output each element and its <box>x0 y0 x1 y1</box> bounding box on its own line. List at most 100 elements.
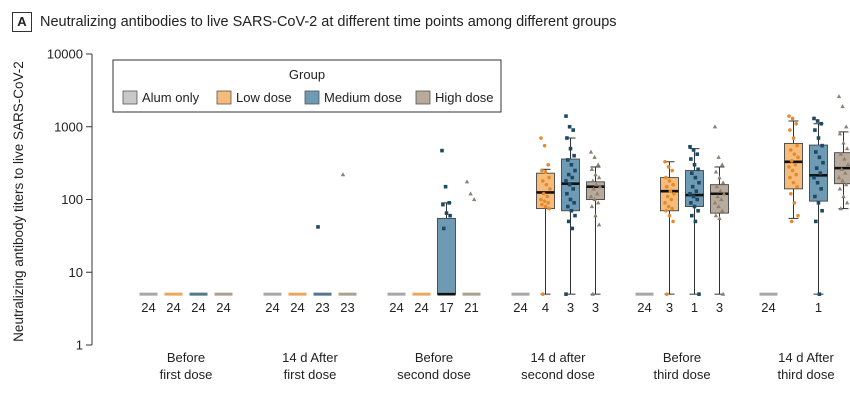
sample-count-label: 4 <box>542 300 549 315</box>
legend-label: High dose <box>435 90 494 105</box>
data-point <box>665 184 669 189</box>
y-tick-label: 10000 <box>47 47 83 62</box>
data-point <box>813 194 817 199</box>
data-point <box>564 292 568 296</box>
data-point <box>590 291 595 296</box>
data-point <box>689 201 693 205</box>
data-point <box>566 158 570 162</box>
data-point <box>814 166 819 170</box>
data-point <box>838 151 843 156</box>
y-tick-label: 1000 <box>54 119 83 134</box>
sample-count-label: 24 <box>637 300 651 315</box>
legend-swatch <box>304 90 320 105</box>
data-point <box>821 160 825 165</box>
legend-title: Group <box>289 67 325 82</box>
data-point <box>546 201 550 205</box>
legend-swatch <box>216 90 232 105</box>
y-tick-label: 10 <box>69 265 83 280</box>
data-point <box>819 187 823 191</box>
data-point <box>543 170 548 174</box>
box-floor-marker <box>288 292 307 296</box>
data-point <box>543 204 548 209</box>
sample-count-label: 24 <box>761 300 775 315</box>
box-floor-marker <box>214 292 233 296</box>
data-point <box>666 165 671 169</box>
data-point <box>670 168 674 173</box>
data-point <box>566 172 571 177</box>
x-tick-label: second dose <box>521 367 595 382</box>
data-point <box>542 143 547 148</box>
data-point <box>593 213 598 218</box>
box-floor-marker <box>511 292 530 296</box>
data-point <box>596 162 601 167</box>
box-floor-marker <box>139 292 158 296</box>
data-point <box>720 180 726 185</box>
sample-count-label: 24 <box>265 300 279 315</box>
data-point <box>844 146 850 151</box>
data-point <box>444 211 449 215</box>
data-point <box>593 172 598 177</box>
data-point <box>844 124 849 129</box>
data-point <box>840 104 845 109</box>
sample-count-label: 3 <box>567 300 574 315</box>
data-point <box>690 171 694 175</box>
data-point <box>448 213 452 218</box>
data-point <box>715 194 720 199</box>
data-point <box>815 180 820 185</box>
data-point <box>565 136 569 140</box>
x-tick-label: third dose <box>653 367 710 382</box>
data-point <box>570 175 575 180</box>
data-point <box>547 175 551 180</box>
data-point <box>594 182 599 187</box>
x-tick-label: 14 d After <box>778 350 834 365</box>
data-point <box>689 157 693 161</box>
data-point <box>539 197 543 202</box>
data-point <box>697 180 701 185</box>
data-point <box>588 149 594 154</box>
data-point <box>695 152 699 156</box>
data-point <box>717 215 722 220</box>
data-point <box>665 194 670 199</box>
data-point <box>792 201 797 205</box>
data-point <box>819 121 823 126</box>
x-tick-label: second dose <box>397 367 471 382</box>
data-point <box>564 114 568 118</box>
data-point <box>719 197 724 202</box>
chart-title: Neutralizing antibodies to live SARS-CoV… <box>40 14 617 30</box>
data-point <box>568 197 573 202</box>
data-point <box>693 175 698 180</box>
data-point <box>788 128 792 132</box>
x-tick-label: first dose <box>160 367 213 382</box>
x-tick-label: Before <box>415 350 453 365</box>
data-point <box>565 191 569 196</box>
x-tick-label: Before <box>663 350 701 365</box>
sample-count-label: 24 <box>216 300 230 315</box>
data-point <box>836 94 842 99</box>
data-point <box>714 184 719 189</box>
data-point <box>573 168 577 173</box>
data-point <box>692 162 697 167</box>
data-point <box>566 204 570 209</box>
box-floor-marker <box>164 292 183 296</box>
data-point <box>690 213 694 218</box>
data-point <box>788 175 792 180</box>
data-point <box>713 213 719 218</box>
data-point <box>596 222 602 227</box>
data-point <box>542 199 547 203</box>
data-point <box>546 162 550 167</box>
data-point <box>697 292 701 296</box>
sample-count-label: 24 <box>414 300 428 315</box>
sample-count-label: 24 <box>389 300 403 315</box>
data-point <box>566 219 571 224</box>
data-point <box>572 153 576 158</box>
data-point <box>572 201 576 205</box>
sample-count-label: 24 <box>513 300 527 315</box>
data-point <box>718 188 723 193</box>
data-point <box>720 162 725 167</box>
data-point <box>789 148 793 152</box>
data-point <box>545 194 550 199</box>
panel-letter: A <box>12 12 32 32</box>
data-point <box>837 131 843 136</box>
data-point <box>670 206 674 211</box>
data-point <box>696 167 700 172</box>
